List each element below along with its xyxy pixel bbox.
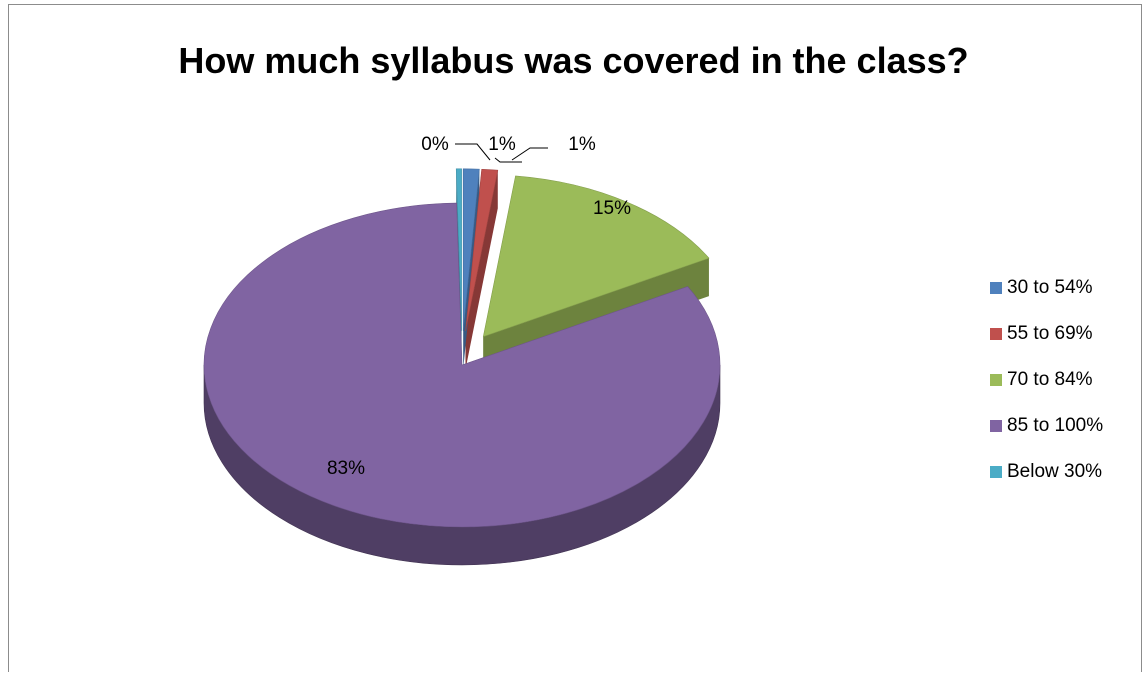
legend-label: Below 30% <box>1007 460 1103 482</box>
data-label-55-to-69: 1% <box>568 134 596 155</box>
data-label-below-30-leader <box>455 143 491 161</box>
slice-30-to-54 <box>462 168 480 331</box>
slice-below-30 <box>455 168 462 331</box>
chart-title: How much syllabus was covered in the cla… <box>178 40 969 81</box>
legend-swatch <box>990 327 1002 340</box>
legend-swatch <box>990 281 1002 294</box>
legend: 30 to 54% 55 to 69% 70 to 84% 85 to 100% Bel… <box>990 276 1103 506</box>
legend-label: 30 to 54% <box>1007 276 1093 298</box>
data-label-55-to-69-leader <box>511 147 548 161</box>
legend-item: 85 to 100% <box>990 414 1103 437</box>
legend-label: 55 to 69% <box>1007 322 1093 344</box>
legend-label: 85 to 100% <box>1007 414 1104 436</box>
data-label-below-30: 0% <box>421 134 449 155</box>
legend-item: 30 to 54% <box>990 276 1103 299</box>
legend-swatch <box>990 373 1002 386</box>
data-label-30-to-54-leader <box>494 157 522 163</box>
slice-70-to-84 <box>482 175 710 338</box>
data-label-70-to-84: 15% <box>593 198 631 219</box>
slice-55-to-69-face <box>465 170 498 369</box>
legend-label: 70 to 84% <box>1007 368 1093 390</box>
legend-item: 55 to 69% <box>990 322 1103 345</box>
slice-85-to-100 <box>203 202 721 528</box>
data-label-85-to-100: 83% <box>327 458 365 479</box>
slice-55-to-69 <box>465 168 499 332</box>
legend-item: 70 to 84% <box>990 368 1103 391</box>
data-label-30-to-54: 1% <box>488 134 516 155</box>
legend-item: Below 30% <box>990 460 1103 483</box>
legend-swatch <box>990 465 1002 478</box>
legend-swatch <box>990 419 1002 432</box>
